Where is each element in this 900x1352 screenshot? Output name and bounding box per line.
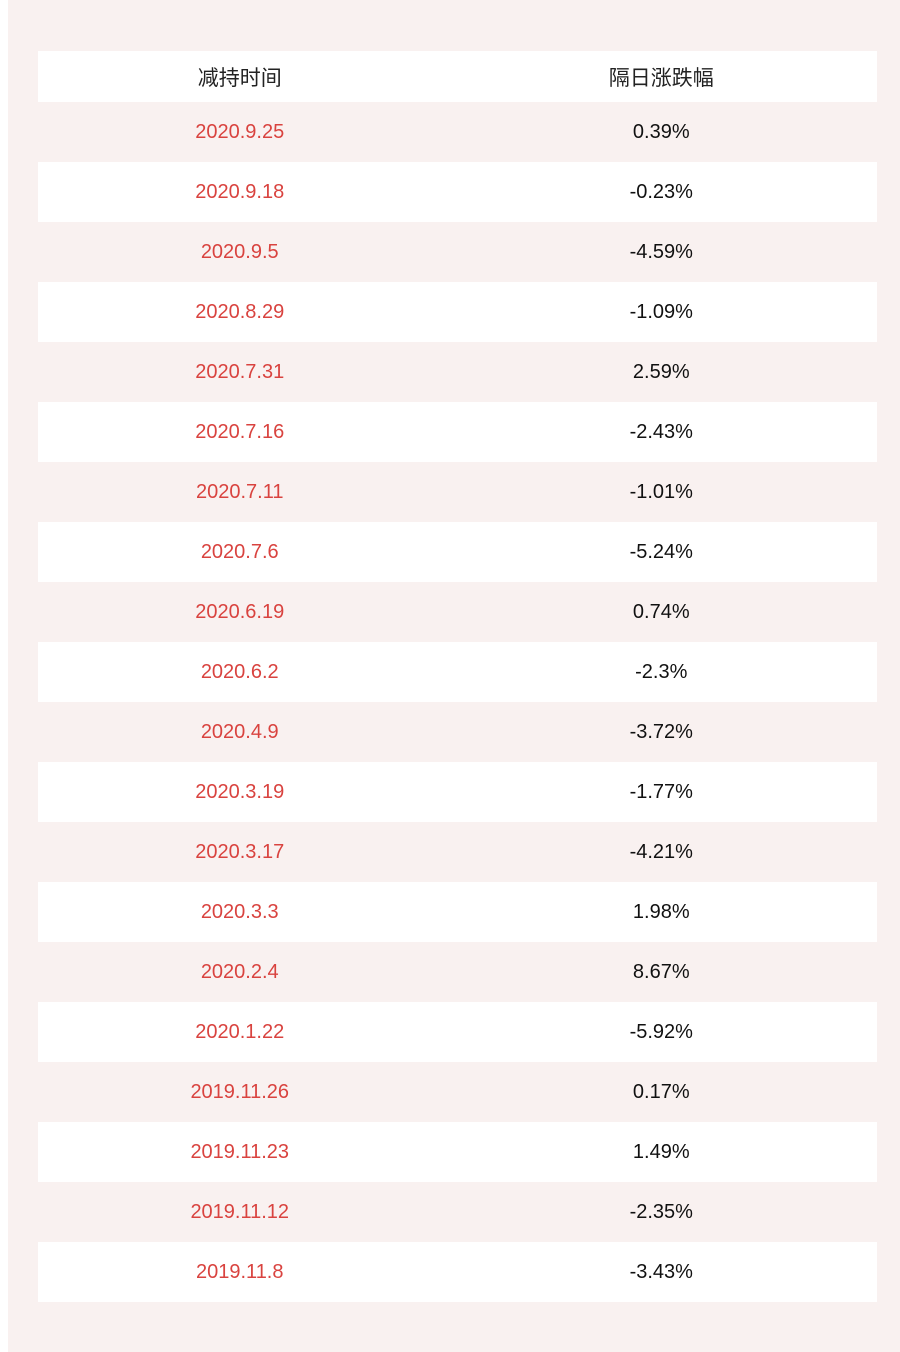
header-cell-change: 隔日涨跌幅: [608, 66, 714, 90]
change-cell: 2.59%: [632, 360, 690, 383]
change-cell: -3.72%: [629, 720, 693, 743]
table-body: 2020.9.25 0.39% 2020.9.18 -0.23% 2020.9.5 -4.…: [38, 102, 877, 1302]
date-cell: 2019.11.8: [196, 1260, 284, 1283]
table-row: 2020.9.5 -4.59%: [38, 222, 877, 282]
date-cell: 2020.3.3: [200, 900, 279, 923]
date-cell: 2020.9.5: [200, 240, 279, 263]
table-row: 2020.3.3 1.98%: [38, 882, 877, 942]
table-row: 2019.11.12 -2.35%: [38, 1182, 877, 1242]
date-cell: 2020.6.2: [200, 660, 279, 683]
change-cell: 8.67%: [632, 960, 690, 983]
page-background: 减持时间 隔日涨跌幅 2020.9.25 0.39% 2020.9.18 -0.23%…: [8, 0, 900, 1352]
date-cell: 2020.3.19: [195, 780, 285, 803]
change-cell: -0.23%: [629, 180, 693, 203]
table-row: 2020.9.18 -0.23%: [38, 162, 877, 222]
change-cell: 0.39%: [632, 120, 690, 143]
table-row: 2020.4.9 -3.72%: [38, 702, 877, 762]
date-cell: 2020.7.11: [196, 480, 284, 503]
table-header: 减持时间 隔日涨跌幅: [38, 51, 877, 102]
change-cell: -4.59%: [629, 240, 693, 263]
table-row: 2019.11.8 -3.43%: [38, 1242, 877, 1302]
table-row: 2020.6.19 0.74%: [38, 582, 877, 642]
table-row: 2020.7.11 -1.01%: [38, 462, 877, 522]
table-row: 2020.6.2 -2.3%: [38, 642, 877, 702]
table-row: 2020.8.29 -1.09%: [38, 282, 877, 342]
date-cell: 2019.11.26: [190, 1080, 290, 1103]
table-row: 2020.7.31 2.59%: [38, 342, 877, 402]
change-cell: -5.92%: [629, 1020, 693, 1043]
date-cell: 2020.7.6: [200, 540, 279, 563]
table-row: 2020.2.4 8.67%: [38, 942, 877, 1002]
date-cell: 2020.9.25: [195, 120, 285, 143]
table-row: 2020.3.19 -1.77%: [38, 762, 877, 822]
change-cell: -1.77%: [629, 780, 693, 803]
date-cell: 2020.1.22: [195, 1020, 285, 1043]
change-cell: -3.43%: [629, 1260, 693, 1283]
date-cell: 2020.6.19: [195, 600, 285, 623]
date-cell: 2020.9.18: [195, 180, 285, 203]
table-row: 2019.11.23 1.49%: [38, 1122, 877, 1182]
change-cell: -1.01%: [629, 480, 693, 503]
date-cell: 2019.11.12: [190, 1200, 290, 1223]
change-cell: 0.74%: [632, 600, 690, 623]
change-cell: 0.17%: [632, 1080, 690, 1103]
date-cell: 2020.7.31: [195, 360, 285, 383]
change-cell: -2.3%: [635, 660, 688, 683]
date-cell: 2020.7.16: [195, 420, 285, 443]
change-cell: -2.35%: [629, 1200, 693, 1223]
change-cell: -2.43%: [629, 420, 693, 443]
table-row: 2019.11.26 0.17%: [38, 1062, 877, 1122]
date-cell: 2020.8.29: [195, 300, 285, 323]
date-cell: 2020.2.4: [200, 960, 279, 983]
change-cell: -1.09%: [629, 300, 693, 323]
table-row: 2020.7.6 -5.24%: [38, 522, 877, 582]
change-cell: -5.24%: [629, 540, 693, 563]
change-cell: 1.49%: [632, 1140, 690, 1163]
table-row: 2020.3.17 -4.21%: [38, 822, 877, 882]
header-cell-date: 减持时间: [197, 66, 282, 90]
table-row: 2020.1.22 -5.92%: [38, 1002, 877, 1062]
change-cell: 1.98%: [632, 900, 690, 923]
table-row: 2020.9.25 0.39%: [38, 102, 877, 162]
date-cell: 2020.3.17: [195, 840, 285, 863]
date-cell: 2019.11.23: [190, 1140, 290, 1163]
table-row: 2020.7.16 -2.43%: [38, 402, 877, 462]
date-cell: 2020.4.9: [200, 720, 279, 743]
change-cell: -4.21%: [629, 840, 693, 863]
reduction-table: 减持时间 隔日涨跌幅 2020.9.25 0.39% 2020.9.18 -0.23%…: [38, 51, 877, 1302]
